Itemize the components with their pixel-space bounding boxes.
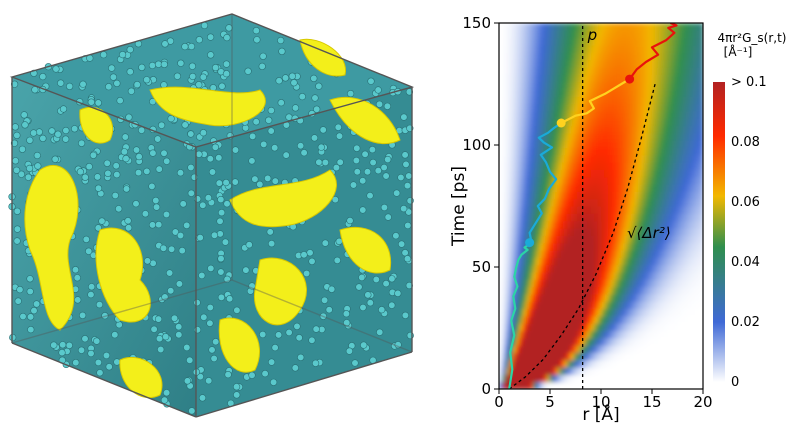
colorbar-tick-label: 0.04: [731, 255, 760, 270]
y-tick-label: 0: [481, 380, 491, 398]
colorbar: 4πr²G_s(r,t) [Å⁻¹] > 0.1 0.08 0.06 0.04 0.02…: [713, 31, 786, 390]
colorbar-gradient: [713, 82, 725, 382]
p-annotation: p: [587, 26, 598, 44]
trajectory-marker-2: [556, 118, 566, 128]
colorbar-title: 4πr²G_s(r,t): [718, 31, 787, 45]
x-tick-label: 20: [693, 393, 712, 411]
y-axis: 0 50 100 150: [462, 14, 499, 398]
msd-curve: [508, 83, 656, 389]
colorbar-ticks: > 0.1 0.08 0.06 0.04 0.02 0: [731, 75, 767, 390]
msd-annotation: √⟨Δr²⟩: [627, 224, 671, 242]
x-axis: 0 5 10 15 20: [494, 389, 713, 411]
trajectory-marker-3: [625, 74, 635, 84]
x-tick-label: 5: [545, 393, 555, 411]
simulation-box-illustration: [8, 13, 415, 418]
x-tick-label: 0: [494, 393, 504, 411]
cube-edges: [9, 13, 415, 418]
x-tick-label: 10: [591, 393, 610, 411]
x-tick-label: 15: [642, 393, 661, 411]
trajectory-segment-4: [628, 23, 678, 80]
trajectory-marker-1: [525, 238, 535, 248]
y-tick-label: 100: [462, 136, 491, 154]
colorbar-tick-label: 0.06: [731, 195, 760, 210]
particle-trajectory: [508, 23, 678, 389]
trajectory-segment-1: [508, 241, 533, 389]
trajectory-markers: [525, 74, 635, 248]
heatmap-field: [499, 23, 703, 389]
y-tick-label: 150: [462, 14, 491, 32]
trajectory-segment-2: [528, 122, 562, 243]
x-axis-label: r [Å]: [582, 403, 619, 425]
heatmap-plot: p √⟨Δr²⟩ 0 5 10 15 20 0 50 100 150 r [Å] Time […: [449, 14, 713, 425]
y-tick-label: 50: [472, 258, 491, 276]
colorbar-tick-label: > 0.1: [731, 75, 767, 90]
colorbar-tick-label: 0: [731, 375, 739, 390]
colorbar-tick-label: 0.08: [731, 135, 760, 150]
colorbar-tick-label: 0.02: [731, 315, 760, 330]
trajectory-segment-3: [560, 78, 631, 124]
yellow-pore-network: [24, 38, 401, 398]
colorbar-unit: [Å⁻¹]: [724, 44, 753, 59]
y-axis-label: Time [ps]: [449, 166, 469, 247]
